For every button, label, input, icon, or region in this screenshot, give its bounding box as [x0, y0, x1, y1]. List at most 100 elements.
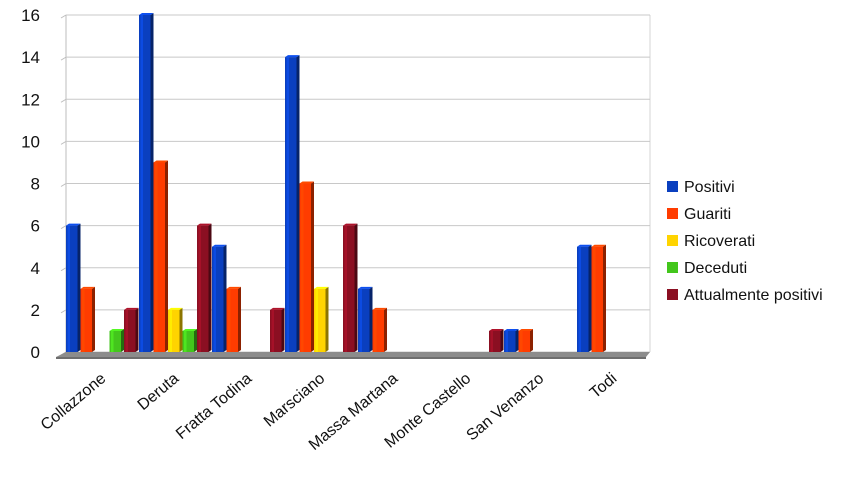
bar-highlight: [490, 330, 493, 352]
bar: [489, 328, 504, 352]
legend-entry: Deceduti: [667, 260, 747, 277]
bar-front: [80, 288, 92, 352]
bar-side: [121, 328, 124, 352]
bar-side: [194, 328, 197, 352]
bar-top: [372, 307, 387, 310]
bar: [153, 160, 168, 352]
bar: [197, 223, 212, 352]
legend-entry: Guariti: [667, 206, 731, 223]
bar-side: [325, 286, 329, 352]
bar: [285, 55, 300, 352]
bars: [66, 13, 606, 352]
x-tick-label: San Venanzo: [463, 370, 547, 444]
chart-floor-edge: [56, 357, 646, 359]
bar: [124, 307, 139, 352]
bar-side: [603, 244, 606, 352]
legend: Positivi Guariti Ricoverati Deceduti Attualm…: [667, 179, 823, 304]
legend-label: Attualmente positivi: [684, 287, 823, 304]
bar-front: [124, 309, 136, 352]
bar-top: [285, 55, 300, 58]
bar: [168, 307, 183, 352]
bar-side: [588, 244, 592, 352]
y-tick-mark: [60, 98, 67, 103]
legend-entry: Positivi: [667, 179, 735, 196]
bar-side: [354, 223, 358, 352]
bar: [343, 223, 358, 352]
bar-top: [226, 286, 241, 289]
bar: [518, 328, 533, 352]
bar-front: [285, 57, 297, 352]
bar-front: [139, 15, 151, 352]
bar-side: [208, 223, 212, 352]
bar-highlight: [286, 57, 289, 352]
chart-floor-surface: [56, 352, 650, 357]
y-tick-mark: [60, 225, 67, 230]
bar-top: [358, 286, 373, 289]
bar-front: [153, 162, 165, 352]
bar-top: [343, 223, 358, 226]
bar-front: [270, 309, 282, 352]
bar-highlight: [593, 246, 596, 352]
bar-side: [238, 286, 241, 352]
bar-top: [591, 244, 606, 247]
bar-top: [168, 307, 183, 310]
bar-side: [296, 55, 300, 352]
bar: [212, 244, 227, 352]
y-tick-label: 16: [21, 6, 40, 25]
bar: [358, 286, 373, 352]
y-tick-mark: [60, 183, 67, 187]
bar-highlight: [271, 309, 274, 352]
bar-highlight: [315, 288, 318, 352]
bar-front: [591, 246, 603, 352]
bar-front: [197, 225, 209, 352]
bar-top: [153, 160, 168, 163]
y-tick-label: 0: [31, 343, 40, 362]
y-tick-mark: [60, 56, 67, 61]
x-tick-label: Deruta: [135, 370, 183, 414]
legend-entry: Attualmente positivi: [667, 287, 823, 304]
legend-swatch: [667, 208, 678, 219]
bar-highlight: [82, 288, 85, 352]
bar-top: [299, 181, 314, 184]
x-tick-label: Marsciano: [261, 370, 329, 431]
bar-side: [135, 307, 139, 352]
bar: [109, 328, 124, 352]
bar-front: [109, 330, 121, 352]
bar: [591, 244, 606, 352]
bar: [80, 286, 95, 352]
bar-front: [358, 288, 370, 352]
bar-highlight: [125, 309, 128, 352]
y-tick-label: 10: [21, 132, 40, 151]
bar-front: [168, 309, 180, 352]
bar-side: [150, 13, 154, 352]
y-tick-mark: [60, 309, 67, 314]
y-tick-label: 2: [31, 301, 40, 320]
bar-top: [504, 328, 519, 331]
bar: [314, 286, 329, 352]
bar-top: [124, 307, 139, 310]
bar-highlight: [140, 15, 143, 352]
y-tick-label: 12: [21, 90, 40, 109]
bar-side: [500, 328, 504, 352]
bar-top: [80, 286, 95, 289]
bar-highlight: [520, 330, 523, 352]
legend-swatch: [667, 181, 678, 192]
legend-swatch: [667, 262, 678, 273]
legend-label: Positivi: [684, 179, 735, 196]
bar-highlight: [344, 225, 347, 352]
bar-front: [489, 330, 501, 352]
legend-swatch: [667, 235, 678, 246]
y-tick-mark: [60, 14, 67, 19]
y-tick-label: 6: [31, 217, 40, 236]
y-tick-label: 4: [31, 259, 40, 278]
x-tick-label: Todi: [587, 370, 620, 402]
bar-side: [311, 181, 314, 352]
bar-front: [299, 183, 311, 352]
bar-highlight: [67, 225, 70, 352]
bar: [577, 244, 592, 352]
x-tick-label: Collazzone: [38, 370, 110, 434]
bar: [504, 328, 519, 352]
bar-highlight: [301, 183, 304, 352]
bar-front: [226, 288, 238, 352]
